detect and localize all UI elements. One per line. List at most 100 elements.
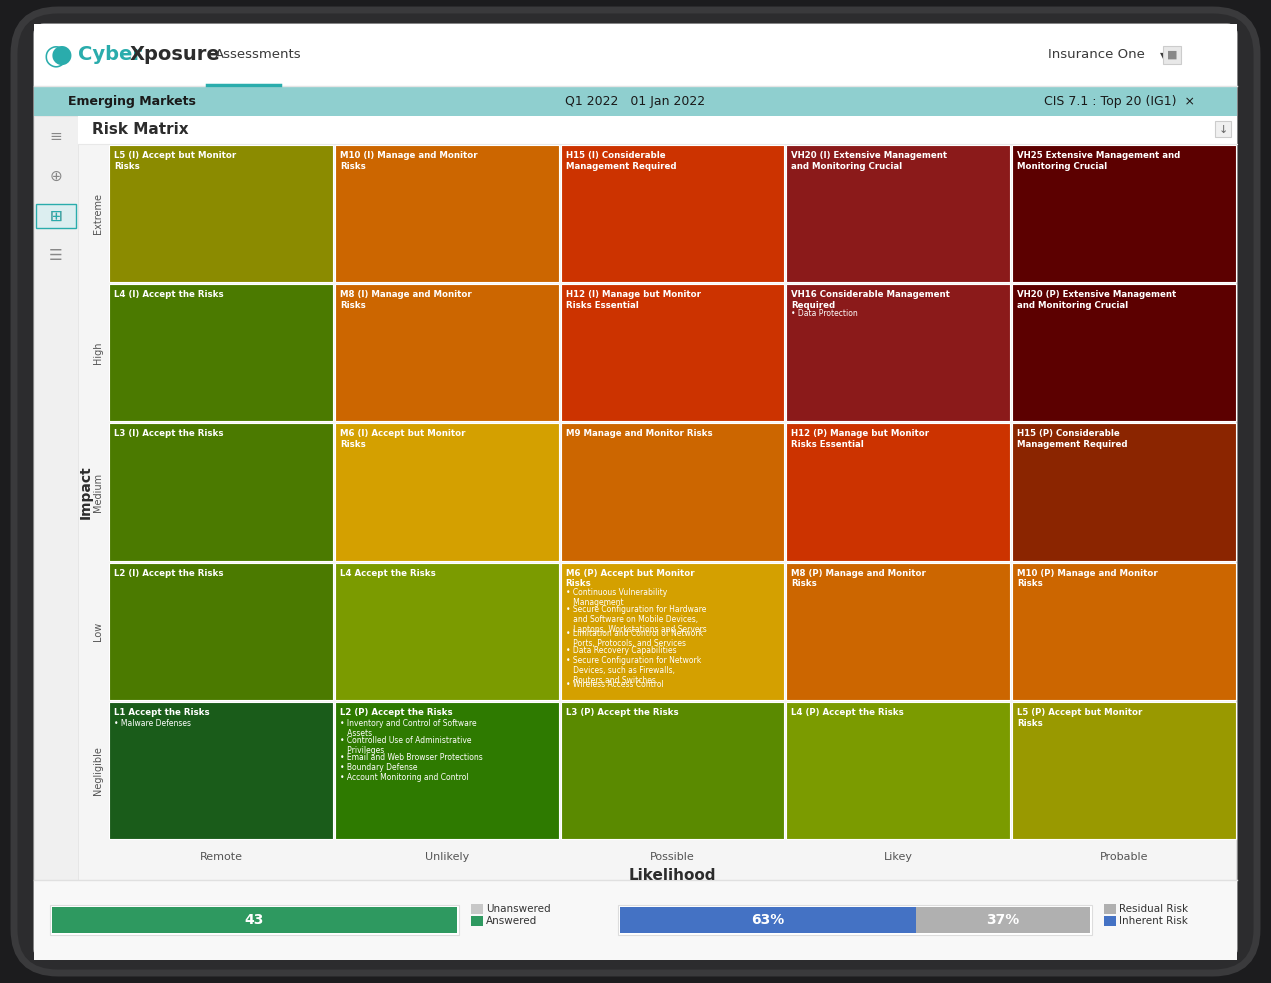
- Bar: [52, 907, 458, 933]
- Bar: [1163, 46, 1181, 64]
- Text: Impact: Impact: [79, 465, 93, 519]
- Bar: [78, 116, 1237, 144]
- Text: Possible: Possible: [651, 852, 695, 862]
- Text: L2 (P) Accept the Risks: L2 (P) Accept the Risks: [339, 708, 452, 717]
- Text: 37%: 37%: [986, 913, 1019, 927]
- Text: VH25 Extensive Management and
Monitoring Crucial: VH25 Extensive Management and Monitoring…: [1017, 151, 1181, 171]
- Text: ⊞: ⊞: [50, 208, 62, 223]
- Text: L5 (P) Accept but Monitor
Risks: L5 (P) Accept but Monitor Risks: [1017, 708, 1143, 727]
- Text: Probable: Probable: [1099, 852, 1149, 862]
- Text: • Malware Defenses: • Malware Defenses: [114, 719, 191, 727]
- Text: • Secure Configuration for Hardware
   and Software on Mobile Devices,
   Laptop: • Secure Configuration for Hardware and …: [566, 605, 707, 634]
- FancyBboxPatch shape: [14, 10, 1257, 973]
- Bar: [561, 284, 784, 422]
- Text: H12 (P) Manage but Monitor
Risks Essential: H12 (P) Manage but Monitor Risks Essenti…: [792, 430, 929, 449]
- Text: L4 Accept the Risks: L4 Accept the Risks: [339, 568, 436, 578]
- Text: Q1 2022   01 Jan 2022: Q1 2022 01 Jan 2022: [564, 94, 705, 107]
- FancyBboxPatch shape: [34, 24, 1237, 959]
- Text: ☰: ☰: [50, 249, 62, 263]
- Text: 63%: 63%: [751, 913, 784, 927]
- Text: Answered: Answered: [486, 916, 538, 926]
- Bar: [1104, 904, 1116, 914]
- Text: Residual Risk: Residual Risk: [1118, 904, 1188, 914]
- Bar: [334, 284, 558, 422]
- Text: Extreme: Extreme: [93, 193, 103, 234]
- Text: Medium: Medium: [93, 473, 103, 511]
- Text: Remote: Remote: [200, 852, 243, 862]
- Text: ≡: ≡: [50, 129, 62, 144]
- Bar: [620, 907, 916, 933]
- Bar: [334, 424, 558, 560]
- Text: VH20 (I) Extensive Management
and Monitoring Crucial: VH20 (I) Extensive Management and Monito…: [792, 151, 947, 171]
- Bar: [34, 880, 1237, 960]
- Text: M9 Manage and Monitor Risks: M9 Manage and Monitor Risks: [566, 430, 712, 438]
- Bar: [916, 907, 1091, 933]
- Text: L5 (I) Accept but Monitor
Risks: L5 (I) Accept but Monitor Risks: [114, 151, 236, 171]
- Text: H12 (I) Manage but Monitor
Risks Essential: H12 (I) Manage but Monitor Risks Essenti…: [566, 290, 700, 310]
- Text: ▾: ▾: [1160, 48, 1167, 62]
- Text: Insurance One: Insurance One: [1049, 48, 1145, 62]
- Text: • Inventory and Control of Software
   Assets: • Inventory and Control of Software Asse…: [339, 719, 477, 738]
- Text: L4 (P) Accept the Risks: L4 (P) Accept the Risks: [792, 708, 904, 717]
- Bar: [109, 145, 333, 282]
- Text: M8 (I) Manage and Monitor
Risks: M8 (I) Manage and Monitor Risks: [339, 290, 472, 310]
- Bar: [334, 145, 558, 282]
- Text: M8 (P) Manage and Monitor
Risks: M8 (P) Manage and Monitor Risks: [792, 568, 927, 589]
- Text: L3 (P) Accept the Risks: L3 (P) Accept the Risks: [566, 708, 679, 717]
- Text: ■: ■: [1167, 50, 1177, 60]
- Text: Likey: Likey: [883, 852, 913, 862]
- Text: ○: ○: [44, 41, 69, 69]
- Bar: [787, 562, 1010, 700]
- Bar: [618, 905, 1092, 935]
- Bar: [620, 907, 1091, 933]
- Bar: [561, 145, 784, 282]
- Bar: [561, 424, 784, 560]
- Bar: [109, 424, 333, 560]
- Bar: [787, 702, 1010, 839]
- Text: Unanswered: Unanswered: [486, 904, 550, 914]
- Bar: [50, 905, 459, 935]
- Text: ●: ●: [51, 43, 72, 67]
- Bar: [561, 702, 784, 839]
- Text: Low: Low: [93, 621, 103, 641]
- Bar: [52, 907, 458, 933]
- Bar: [109, 562, 333, 700]
- Text: ⊕: ⊕: [50, 168, 62, 184]
- Text: High: High: [93, 341, 103, 364]
- Text: L1 Accept the Risks: L1 Accept the Risks: [114, 708, 210, 717]
- Text: • Data Recovery Capabilities: • Data Recovery Capabilities: [566, 646, 676, 655]
- Text: • Secure Configuration for Network
   Devices, such as Firewalls,
   Routers and: • Secure Configuration for Network Devic…: [566, 656, 700, 685]
- Text: • Email and Web Browser Protections: • Email and Web Browser Protections: [339, 753, 483, 762]
- Text: M10 (I) Manage and Monitor
Risks: M10 (I) Manage and Monitor Risks: [339, 151, 478, 171]
- Bar: [109, 702, 333, 839]
- Bar: [334, 702, 558, 839]
- Text: • Controlled Use of Administrative
   Privileges: • Controlled Use of Administrative Privi…: [339, 736, 472, 755]
- Text: 43: 43: [245, 913, 264, 927]
- Bar: [1104, 916, 1116, 926]
- Text: Inherent Risk: Inherent Risk: [1118, 916, 1188, 926]
- Bar: [109, 284, 333, 422]
- Bar: [1012, 424, 1235, 560]
- Bar: [34, 24, 1237, 86]
- Text: • Boundary Defense: • Boundary Defense: [339, 763, 417, 772]
- Text: Xposure: Xposure: [130, 45, 221, 65]
- Text: L4 (I) Accept the Risks: L4 (I) Accept the Risks: [114, 290, 224, 299]
- Text: • Account Monitoring and Control: • Account Monitoring and Control: [339, 773, 469, 781]
- Text: Emerging Markets: Emerging Markets: [69, 94, 196, 107]
- Bar: [787, 284, 1010, 422]
- Text: H15 (I) Considerable
Management Required: H15 (I) Considerable Management Required: [566, 151, 676, 171]
- Text: VH20 (P) Extensive Management
and Monitoring Crucial: VH20 (P) Extensive Management and Monito…: [1017, 290, 1177, 310]
- Text: • Limitation and Control of Network
   Ports, Protocols, and Services: • Limitation and Control of Network Port…: [566, 628, 703, 648]
- Bar: [34, 116, 78, 880]
- Bar: [1012, 702, 1235, 839]
- Bar: [472, 916, 483, 926]
- Text: • Continuous Vulnerability
   Management: • Continuous Vulnerability Management: [566, 588, 667, 607]
- Text: Unlikely: Unlikely: [425, 852, 469, 862]
- Text: M6 (I) Accept but Monitor
Risks: M6 (I) Accept but Monitor Risks: [339, 430, 465, 449]
- Bar: [34, 86, 1237, 116]
- Text: Assessments: Assessments: [215, 48, 301, 62]
- Bar: [36, 204, 76, 228]
- Bar: [787, 424, 1010, 560]
- Text: H15 (P) Considerable
Management Required: H15 (P) Considerable Management Required: [1017, 430, 1127, 449]
- Text: • Wireless Access Control: • Wireless Access Control: [566, 679, 663, 689]
